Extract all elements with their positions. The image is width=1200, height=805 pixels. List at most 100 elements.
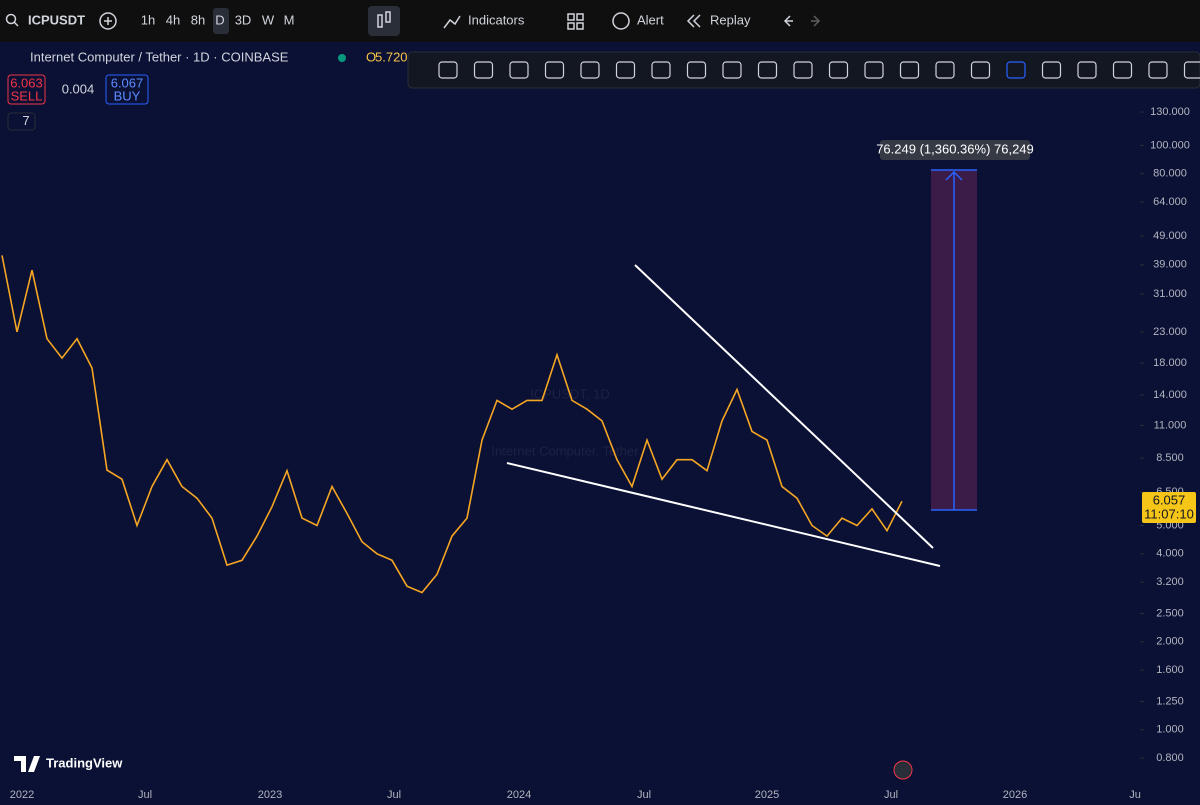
y-tick-label: 11.000 bbox=[1154, 419, 1187, 431]
interval-button[interactable]: D bbox=[215, 12, 224, 27]
buy-label[interactable]: BUY bbox=[114, 88, 141, 103]
x-tick-label: Jul bbox=[387, 789, 401, 801]
sell-price[interactable]: 6.063 bbox=[10, 75, 43, 90]
redo-button[interactable] bbox=[811, 15, 821, 27]
interval-button[interactable]: 1h bbox=[141, 12, 155, 27]
x-tick-label: 2025 bbox=[755, 789, 779, 801]
drawing-tool[interactable] bbox=[935, 61, 955, 79]
drawing-tool[interactable] bbox=[509, 61, 529, 79]
interval-button[interactable]: 4h bbox=[166, 12, 180, 27]
watermark-name: Internet Computer, Tether bbox=[491, 443, 639, 458]
open-value: 5.720 bbox=[375, 49, 408, 64]
measure-label: 76.249 (1,360.36%) 76,249 bbox=[876, 141, 1034, 156]
drawing-tool[interactable] bbox=[899, 61, 920, 79]
y-tick-label: 23.000 bbox=[1153, 326, 1187, 338]
x-tick-label: Jul bbox=[138, 789, 152, 801]
x-tick-label: 2024 bbox=[507, 789, 531, 801]
interval-button[interactable]: 8h bbox=[191, 12, 205, 27]
drawing-tool[interactable] bbox=[438, 61, 458, 79]
interval-button[interactable]: 3D bbox=[235, 12, 252, 27]
y-tick-label: 100.000 bbox=[1150, 139, 1190, 151]
market-status bbox=[338, 54, 346, 62]
y-tick-label: 0.800 bbox=[1156, 752, 1184, 764]
drawing-tool[interactable] bbox=[686, 61, 707, 79]
compare-button[interactable] bbox=[99, 12, 117, 30]
drawing-tool[interactable] bbox=[864, 61, 884, 79]
y-tick-label: 2.500 bbox=[1156, 607, 1184, 619]
indicators-label[interactable]: Indicators bbox=[468, 12, 525, 27]
drawing-tool[interactable] bbox=[1183, 61, 1200, 79]
y-tick-label: 4.000 bbox=[1156, 548, 1184, 560]
active-interval-bg bbox=[213, 8, 229, 34]
measure-label-bg bbox=[880, 140, 1030, 160]
y-tick-label: 130.000 bbox=[1150, 106, 1190, 118]
logo-mark bbox=[14, 756, 40, 772]
y-tick-label: 49.000 bbox=[1153, 230, 1187, 242]
measure-arrow bbox=[945, 170, 963, 510]
drawing-tool[interactable] bbox=[544, 61, 565, 79]
legend-title: Internet Computer / Tether · 1D · COINBA… bbox=[30, 49, 289, 64]
spread: 0.004 bbox=[62, 81, 95, 96]
indicator-count[interactable]: 7 bbox=[22, 113, 29, 128]
drawing-tool[interactable] bbox=[1041, 61, 1062, 79]
indicators-button[interactable]: Indicators bbox=[443, 12, 525, 29]
undo-button[interactable] bbox=[783, 15, 793, 27]
sell-button[interactable] bbox=[7, 74, 46, 105]
drawing-tool[interactable] bbox=[757, 61, 778, 79]
drawing-tool[interactable] bbox=[1148, 61, 1168, 79]
bar-countdown: 11:07:10 bbox=[1144, 506, 1194, 521]
symbol[interactable]: ICPUSDT bbox=[28, 12, 85, 27]
price-line bbox=[1, 255, 903, 594]
drawing-tool[interactable] bbox=[1112, 61, 1133, 79]
drawing-tool[interactable] bbox=[793, 61, 813, 79]
open-label: O bbox=[366, 49, 376, 64]
price-tag bbox=[1142, 492, 1196, 523]
drawing-tool[interactable] bbox=[580, 61, 600, 79]
replay-label[interactable]: Replay bbox=[710, 12, 751, 27]
last-price: 6.057 bbox=[1153, 492, 1186, 507]
interval-button[interactable]: W bbox=[262, 12, 275, 27]
y-tick-label: 31.000 bbox=[1153, 288, 1187, 300]
y-tick-label: 1.000 bbox=[1156, 724, 1184, 736]
buy-price[interactable]: 6.067 bbox=[111, 75, 144, 90]
drawing-tool[interactable] bbox=[970, 61, 991, 79]
events-icon[interactable] bbox=[893, 760, 913, 780]
y-tick-label: 14.000 bbox=[1153, 389, 1187, 401]
drawing-toolbar bbox=[407, 51, 1200, 89]
drawing-tool[interactable] bbox=[615, 61, 636, 79]
chart-type-button[interactable] bbox=[368, 6, 400, 36]
layouts-button[interactable] bbox=[567, 13, 584, 30]
price-axis bbox=[1140, 95, 1200, 785]
x-tick-label: Jul bbox=[884, 789, 898, 801]
replay-button[interactable]: Replay bbox=[686, 12, 751, 28]
upper-trendline[interactable] bbox=[634, 264, 934, 549]
indicators-toggle[interactable] bbox=[7, 112, 36, 131]
alert-button[interactable]: Alert bbox=[612, 12, 664, 30]
drawing-tool[interactable] bbox=[1006, 61, 1026, 79]
alert-label[interactable]: Alert bbox=[637, 12, 664, 27]
y-tick-label: 8.500 bbox=[1156, 452, 1184, 464]
logo-text: TradingView bbox=[46, 755, 123, 770]
symbol-search[interactable]: ICPUSDT bbox=[5, 12, 86, 27]
drawing-tool[interactable] bbox=[828, 61, 849, 79]
drawing-tool[interactable] bbox=[651, 61, 671, 79]
y-tick-label: 80.000 bbox=[1153, 168, 1187, 180]
buy-button[interactable] bbox=[105, 74, 149, 105]
y-tick-label: 39.000 bbox=[1153, 259, 1187, 271]
y-tick-label: 1.600 bbox=[1156, 664, 1184, 676]
lower-trendline[interactable] bbox=[506, 462, 941, 567]
x-tick-label: 2022 bbox=[10, 789, 34, 801]
y-tick-label: 2.000 bbox=[1156, 636, 1184, 648]
y-tick-label: 3.200 bbox=[1156, 576, 1184, 588]
x-tick-label: 2023 bbox=[258, 789, 282, 801]
interval-button[interactable]: M bbox=[284, 12, 295, 27]
drawing-tool[interactable] bbox=[722, 61, 742, 79]
x-tick-label: 2026 bbox=[1003, 789, 1027, 801]
y-tick-label: 1.250 bbox=[1156, 695, 1184, 707]
drawing-tool[interactable] bbox=[473, 61, 494, 79]
sell-label[interactable]: SELL bbox=[11, 88, 43, 103]
drawing-tool[interactable] bbox=[1077, 61, 1097, 79]
